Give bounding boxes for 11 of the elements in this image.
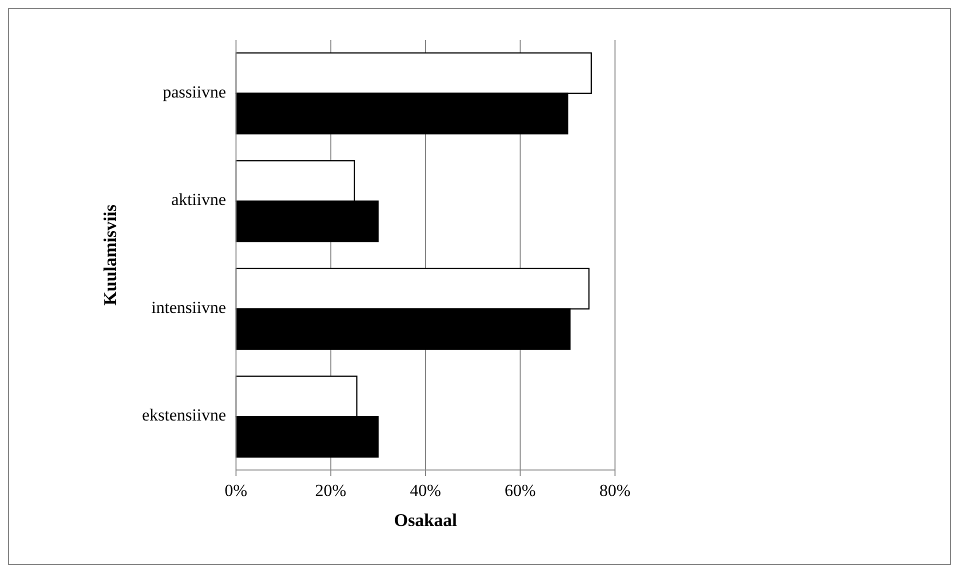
x-tick-label: 80%: [599, 481, 631, 500]
x-tick-label: 20%: [315, 481, 346, 500]
x-tick-label: 0%: [224, 481, 248, 500]
y-tick-label: intensiivne: [151, 298, 226, 317]
y-tick-label: passiivne: [162, 82, 226, 102]
y-tick-label: ekstensiivne: [142, 406, 226, 425]
x-tick-label: 60%: [504, 481, 536, 500]
x-axis-title: Osakaal: [394, 510, 458, 530]
y-tick-label: aktiivne: [171, 190, 226, 210]
y-axis-title: Kuulamisviis: [100, 204, 120, 306]
x-tick-label: 40%: [410, 481, 442, 500]
